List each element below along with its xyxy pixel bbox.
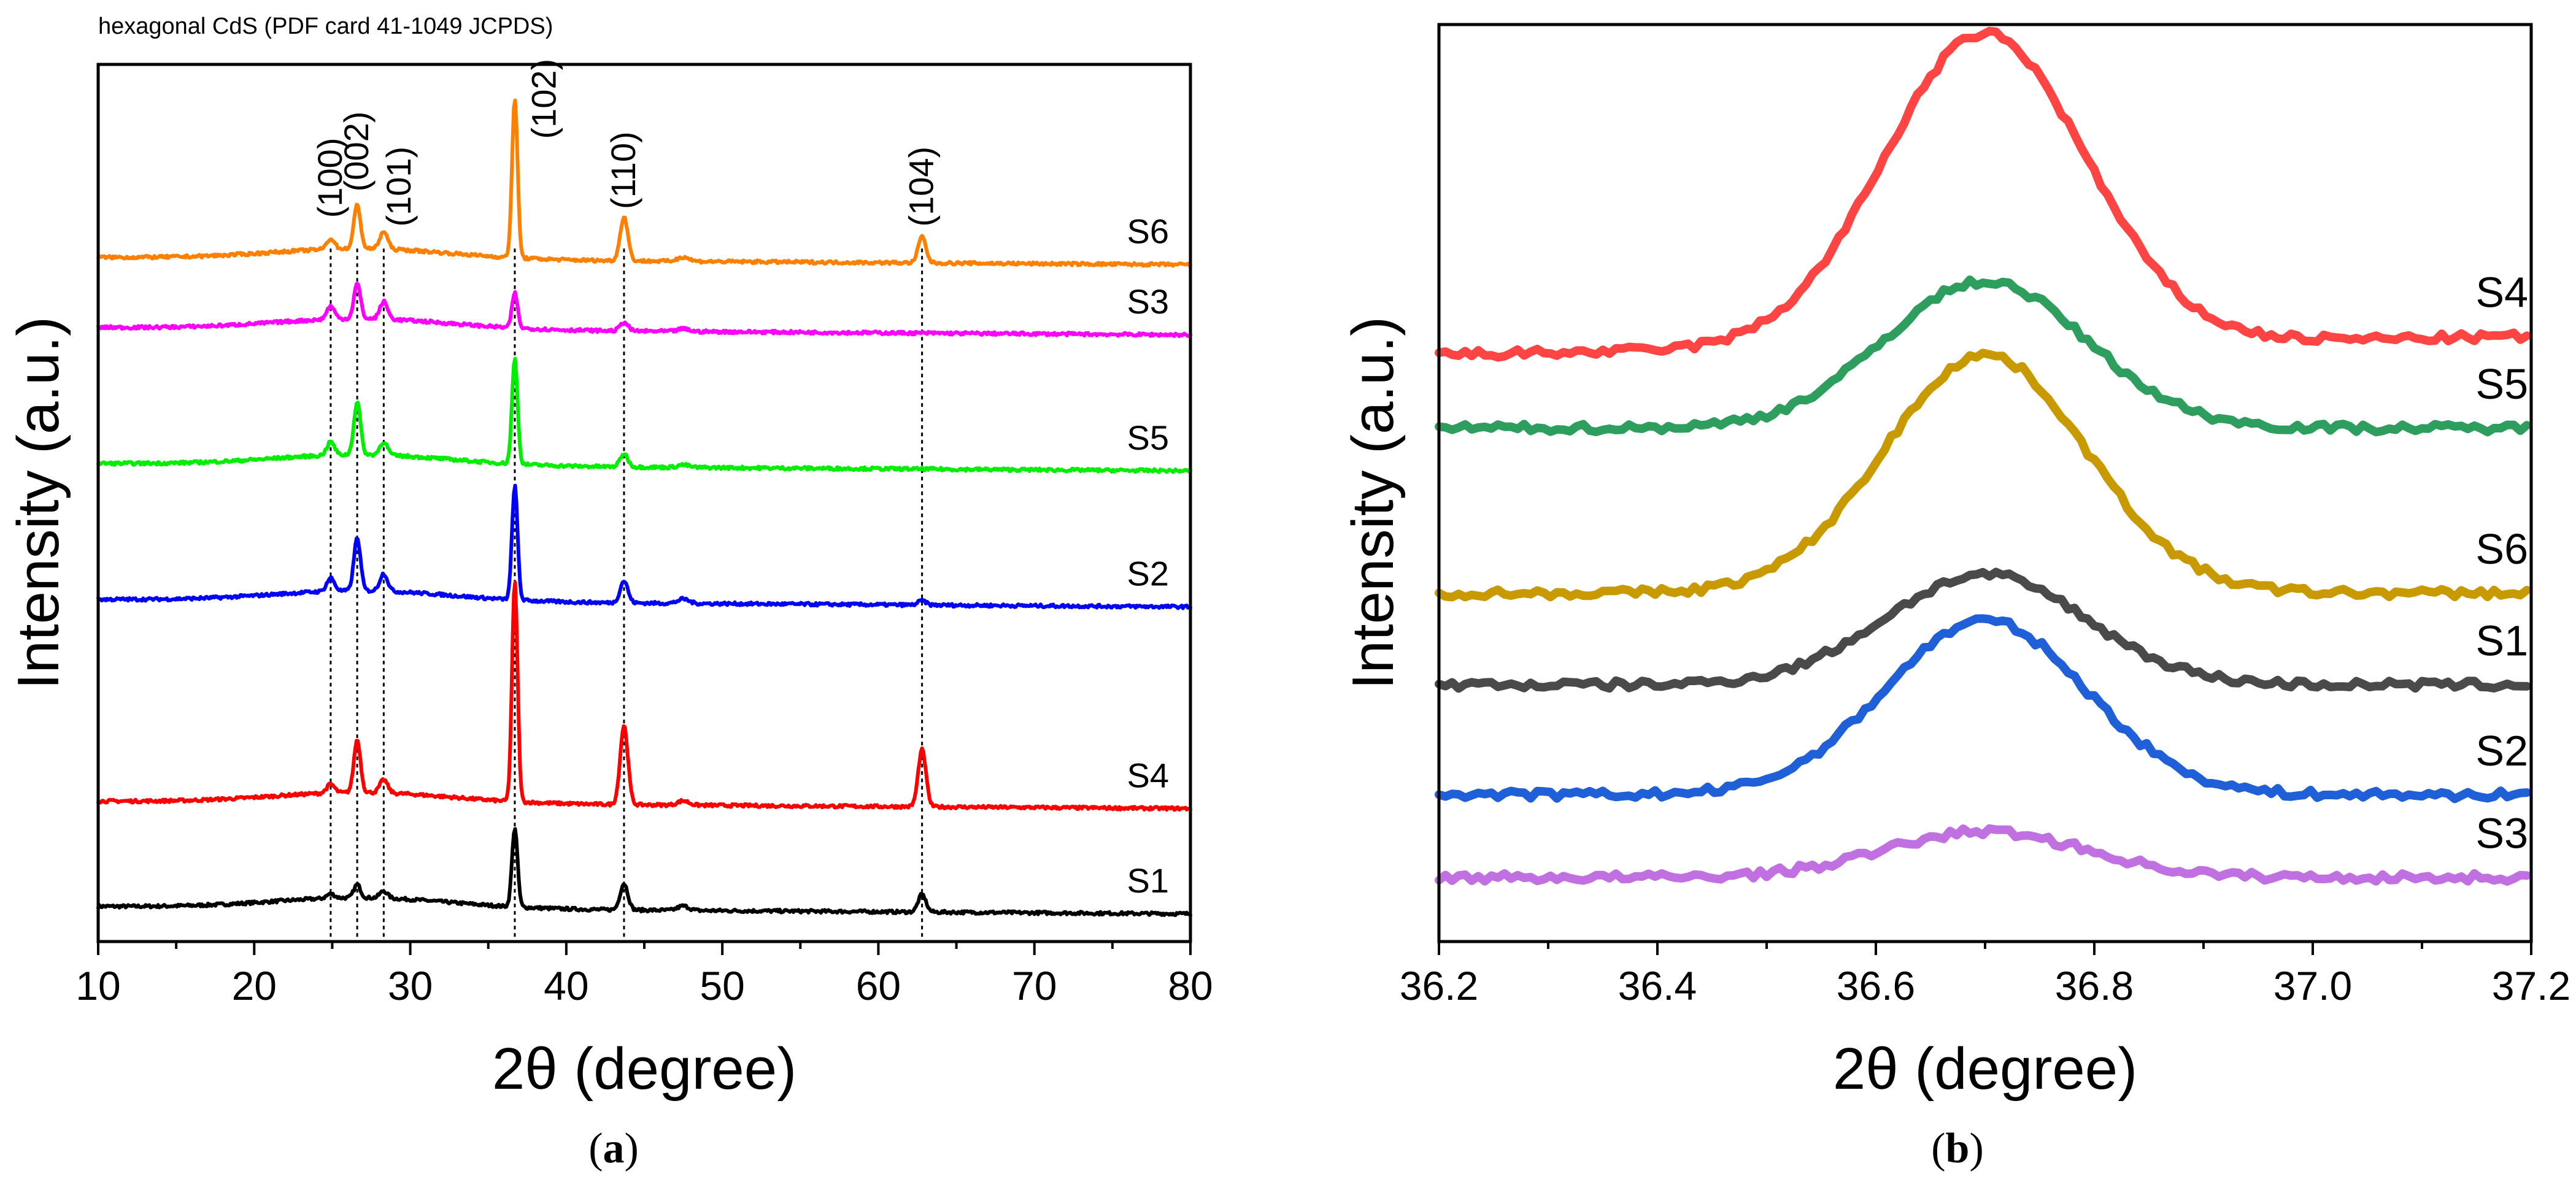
zoom-traces — [1435, 26, 2531, 886]
panel-close-paren-b: ) — [1969, 1125, 1983, 1172]
x-tick-label-b: 36.4 — [1618, 963, 1697, 1008]
trace-S2 — [96, 483, 1192, 610]
x-axis-title-b: 2θ (degree) — [1833, 1036, 2137, 1102]
reference-note: hexagonal CdS (PDF card 41-1049 JCPDS) — [98, 13, 553, 39]
plot-frame-b — [1437, 23, 2533, 943]
x-tick-label: 10 — [75, 963, 120, 1008]
x-tick-label: 40 — [544, 963, 588, 1008]
trace-b-S3 — [1435, 824, 2531, 886]
panel-letter-b: (b) — [1931, 1125, 1984, 1172]
plane-label: (104) — [902, 147, 941, 227]
plane-label: (110) — [604, 131, 642, 209]
x-tick-label: 80 — [1168, 963, 1213, 1008]
series-label-S4: S4 — [1127, 756, 1170, 794]
x-axis-ticks: 10 20 30 40 50 60 70 80 — [75, 942, 1213, 1008]
series-label-S2: S2 — [1127, 554, 1170, 593]
series-label-b-S4: S4 — [2475, 268, 2528, 316]
plane-label: (102) — [524, 59, 563, 139]
x-tick-label: 30 — [388, 963, 433, 1008]
x-tick-label: 20 — [232, 963, 277, 1008]
trace-b-S2 — [1435, 614, 2531, 804]
plane-label: (100) — [310, 138, 349, 218]
trace-S4 — [96, 580, 1192, 812]
panel-letter-b-char: b — [1946, 1125, 1970, 1172]
panel-open-paren-b: ( — [1931, 1125, 1945, 1172]
series-label-b-S5: S5 — [2475, 360, 2528, 408]
panel-open-paren: ( — [588, 1125, 603, 1172]
x-tick-label: 60 — [856, 963, 901, 1008]
plane-label: (002) — [337, 112, 376, 192]
series-label-b-S3: S3 — [2475, 810, 2528, 858]
x-tick-label: 70 — [1012, 963, 1057, 1008]
panel-close-paren: ) — [625, 1125, 639, 1172]
plane-label: (101) — [379, 147, 418, 227]
series-label-S1: S1 — [1127, 861, 1170, 900]
trace-b-S5 — [1435, 275, 2531, 437]
x-tick-label-b: 36.8 — [2055, 963, 2134, 1008]
series-label-S3: S3 — [1127, 282, 1170, 321]
trace-b-S6 — [1435, 348, 2531, 602]
x-axis-title: 2θ (degree) — [492, 1036, 796, 1102]
x-tick-label: 50 — [700, 963, 744, 1008]
series-labels-b: S4 S5 S6 S1 S2 S3 — [2475, 268, 2528, 857]
y-axis-title: Intensity (a.u.) — [6, 317, 71, 689]
series-label-S6: S6 — [1127, 212, 1170, 251]
trace-S5 — [96, 356, 1192, 474]
x-axis-ticks-b: 36.2 36.4 36.6 36.8 37.0 37.2 — [1400, 942, 2570, 1008]
x-tick-label-b: 36.2 — [1400, 963, 1478, 1008]
trace-b-S1 — [1435, 567, 2531, 693]
trace-b-S4 — [1435, 26, 2531, 362]
panel-letter: a — [603, 1125, 625, 1172]
panel-letter-a: (a) — [588, 1125, 639, 1172]
series-label-b-S1: S1 — [2475, 617, 2528, 665]
series-label-b-S2: S2 — [2475, 727, 2528, 775]
plot-frame — [96, 63, 1192, 943]
trace-S6 — [96, 98, 1192, 268]
panel-b-chart: S4 S5 S6 S1 S2 S3 36.2 36.4 36.6 36.8 37.0 37.2 2θ… — [1340, 23, 2570, 1172]
series-labels: S1 S4 S2 S5 S3 S6 — [1127, 212, 1170, 900]
panel-a-chart: hexagonal CdS (PDF card 41-1049 JCPDS) (… — [6, 13, 1213, 1172]
y-axis-title-b: Intensity (a.u.) — [1340, 317, 1406, 689]
xrd-traces — [96, 98, 1192, 918]
x-tick-label-b: 37.2 — [2492, 963, 2570, 1008]
plane-labels: (100)(002) (101) (102) (110) (104) — [310, 59, 941, 227]
x-tick-label-b: 37.0 — [2273, 963, 2352, 1008]
x-tick-label-b: 36.6 — [1837, 963, 1915, 1008]
trace-S1 — [96, 827, 1192, 918]
series-label-b-S6: S6 — [2475, 525, 2528, 573]
trace-S3 — [96, 282, 1192, 339]
peak-reference-lines — [330, 248, 924, 942]
series-label-S5: S5 — [1127, 418, 1170, 457]
